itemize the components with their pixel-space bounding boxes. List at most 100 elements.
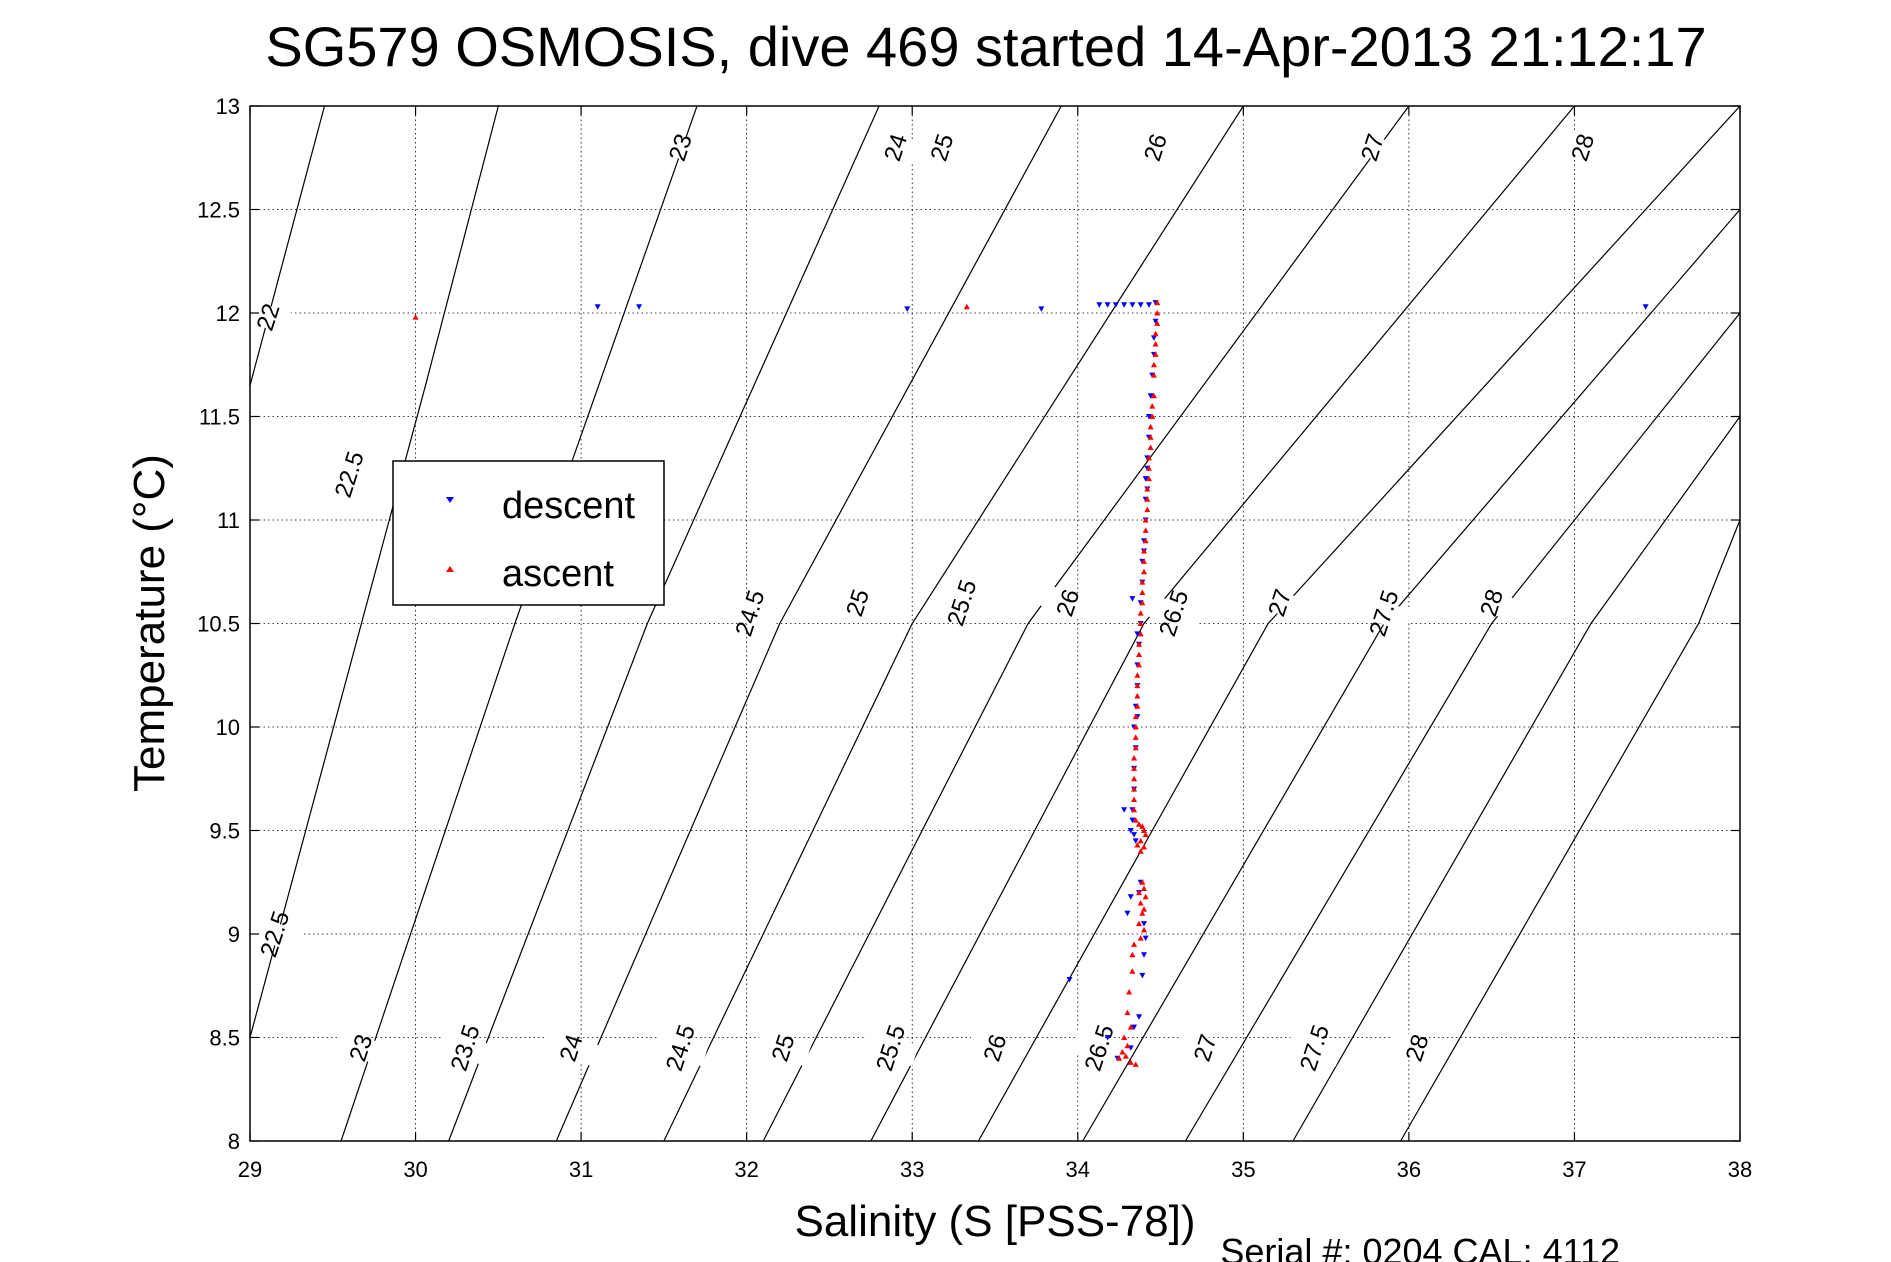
descent-point [1038,306,1045,312]
ascent-point [1124,1009,1131,1016]
descent-point [1121,302,1128,308]
ascent-point [1137,610,1144,616]
x-tick-label: 33 [900,1157,924,1182]
ascent-point [1132,734,1139,740]
density-contour-line [762,105,1410,1142]
density-contour-line [1400,519,1741,1142]
descent-point [1129,817,1136,824]
contour-label-bg [913,128,971,166]
x-tick-label: 31 [569,1157,593,1182]
descent-point [1141,952,1147,958]
ascent-point [1139,599,1146,606]
density-contour-line [1292,416,1741,1142]
ascent-point [1139,879,1146,885]
ascent-point [1137,848,1144,854]
y-tick-label: 8.5 [209,1026,240,1051]
x-tick-label: 38 [1728,1157,1752,1182]
y-tick-label: 9 [228,922,240,947]
ascent-point [1147,423,1154,430]
ascent-point [1137,837,1144,844]
descent-point [1112,302,1119,308]
ascent-point [1132,724,1139,730]
contour-label-bg [1463,584,1520,622]
descent-point [1131,832,1138,838]
ascent-point [1137,630,1144,637]
descent-point [1129,302,1136,308]
ascent-point [1124,1042,1131,1049]
ascent-point [1141,844,1147,850]
ascent-point [1131,755,1138,761]
ascent-point [1141,827,1147,833]
ascent-point [1116,1055,1123,1061]
ascent-point [1144,496,1151,502]
contour-label-bg [867,128,924,166]
descent-point [1134,631,1141,637]
ascent-point [1131,775,1138,782]
ascent-point [1150,372,1157,378]
ascent-point [1131,786,1138,792]
y-tick-label: 8 [228,1129,240,1154]
contour-label-bg [321,455,378,493]
descent-point [1145,302,1152,308]
legend-ascent-label: ascent [502,553,614,595]
ascent-point [1136,821,1143,827]
ascent-point [1132,1061,1139,1067]
ascent-point [1126,988,1133,995]
x-tick-label: 36 [1397,1157,1421,1182]
contour-label-bg [933,584,991,622]
legend-ascent-marker [446,566,454,572]
contour-label-bg [1127,128,1184,166]
ascent-point [1142,831,1149,838]
legend: descent ascent [392,460,665,606]
descent-point [1150,335,1157,341]
descent-point [1124,910,1131,917]
ascent-point [1127,1024,1134,1030]
y-tick-label: 12 [216,301,240,326]
descent-point [1104,302,1111,308]
serial-cal-footer: Serial #: 0204 CAL: 4112 [1220,1231,1620,1262]
ascent-point [1141,906,1147,912]
contour-label-bg [543,1029,600,1067]
ascent-point [1139,823,1146,829]
ascent-point [1141,558,1147,564]
ascent-point [1154,310,1161,316]
ascent-point [1136,920,1143,927]
y-tick-label: 10 [216,715,240,740]
contour-label-bg [754,1029,812,1067]
x-tick-label: 35 [1231,1157,1255,1182]
ascent-point [1150,361,1157,368]
descent-point [1127,894,1134,900]
descent-point [1121,807,1128,813]
contour-label-bg [1071,1029,1128,1067]
ascent-point [1139,579,1146,585]
ascent-point [1119,1048,1126,1055]
ascent-point [1136,651,1143,658]
contour-label-bg [246,915,303,953]
descent-point [1142,476,1149,482]
ascent-point [1144,485,1151,492]
ascent-point [1150,392,1157,399]
contour-label-bg [1177,1029,1234,1067]
descent-point [1642,304,1649,310]
ascent-point [1136,889,1143,896]
ascent-point [1141,926,1147,933]
ascent-point [1136,641,1143,647]
x-axis-title: Salinity (S [PSS-78]) [794,1197,1195,1246]
ascent-point [1149,403,1156,409]
ascent-point [1145,465,1152,471]
density-contour-line [249,105,499,1038]
ascent-series [412,299,1161,1067]
contour-label-bg [1344,128,1401,166]
descent-point [904,306,911,312]
ascent-point [1137,620,1144,626]
ascent-point [1127,1059,1134,1065]
contour-label-bg [1145,594,1202,632]
contour-label-bg [1286,1029,1343,1067]
ascent-point [1142,527,1149,533]
descent-point [1147,393,1154,399]
contour-label-bg [1355,594,1413,632]
density-contour-line [870,105,1575,1142]
chart-title: SG579 OSMOSIS, dive 469 started 14-Apr-2… [265,15,1706,78]
